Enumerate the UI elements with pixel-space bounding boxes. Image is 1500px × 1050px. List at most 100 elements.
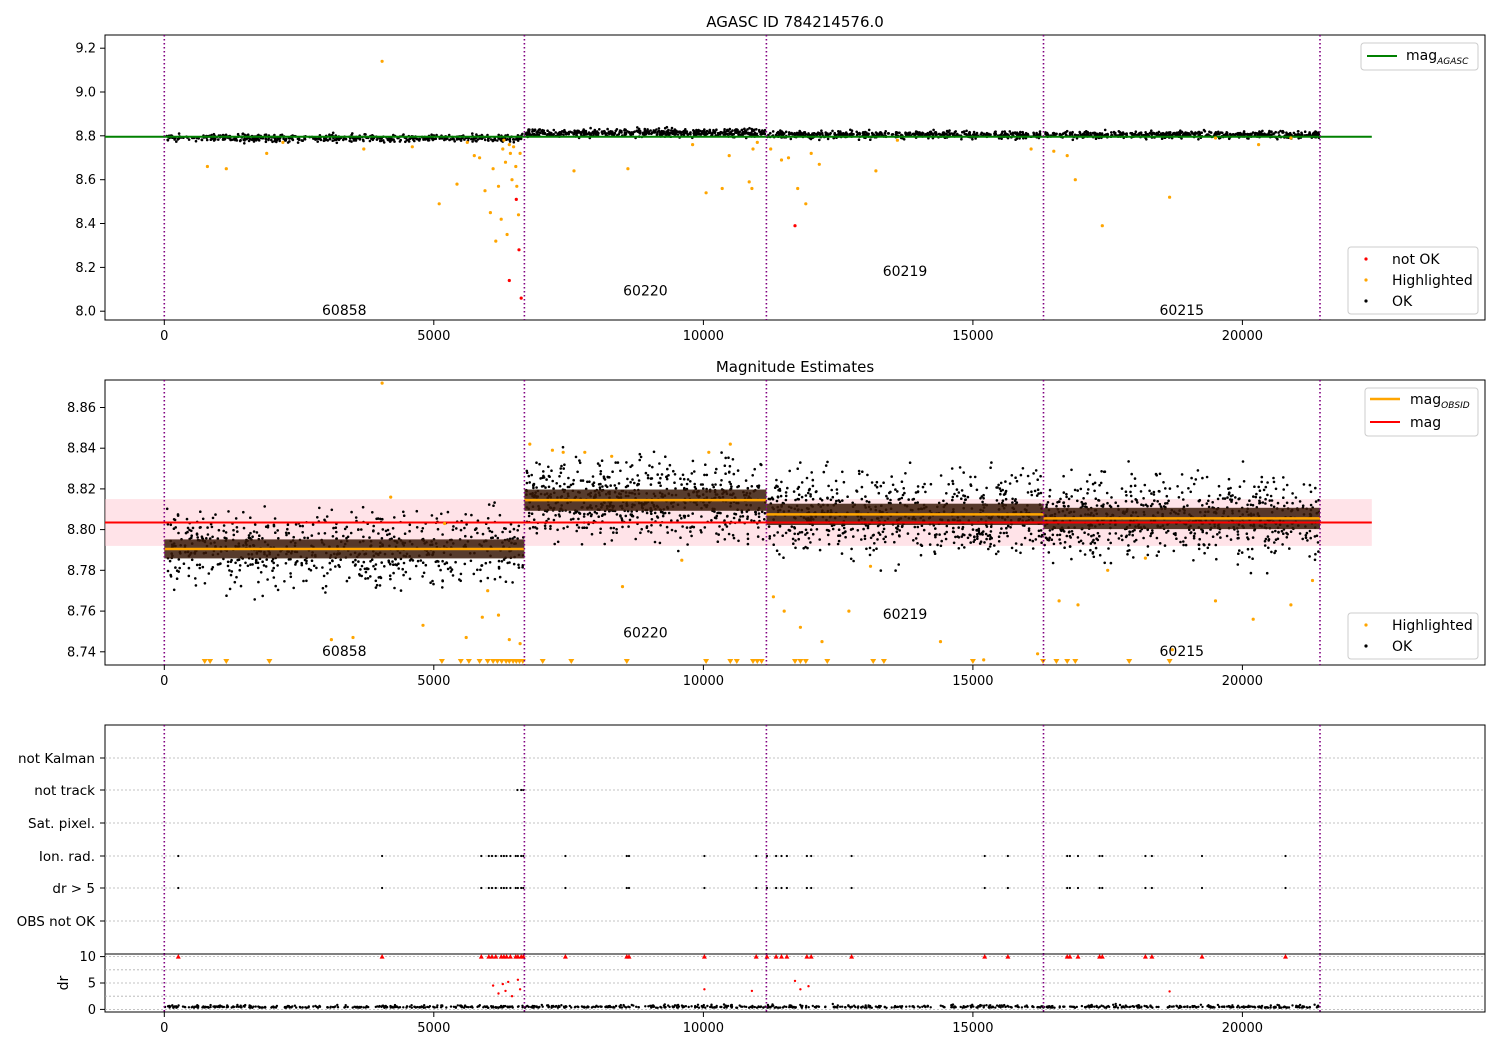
- ok-point: [1009, 526, 1012, 529]
- ok-point: [999, 489, 1003, 493]
- ok-point: [277, 537, 280, 540]
- ok-point: [577, 526, 581, 529]
- ok-point: [841, 470, 844, 474]
- ok-point: [381, 517, 384, 521]
- ok-point: [357, 560, 360, 563]
- ok-point: [872, 133, 875, 136]
- ok-point: [243, 142, 246, 145]
- ok-point: [249, 531, 252, 535]
- ok-point: [1302, 483, 1306, 486]
- ok-point: [301, 524, 305, 528]
- ok-point: [994, 130, 997, 133]
- ok-point: [1013, 499, 1017, 503]
- ok-point: [960, 535, 964, 538]
- ok-point: [994, 132, 997, 136]
- ok-point: [1026, 132, 1030, 136]
- ok-point: [517, 566, 521, 569]
- ok-point: [560, 133, 563, 136]
- ok-point: [272, 566, 276, 570]
- ok-point: [236, 132, 240, 136]
- ok-point: [1314, 552, 1317, 556]
- ok-point: [1235, 132, 1239, 135]
- ok-point: [686, 133, 690, 136]
- ok-point: [331, 535, 335, 538]
- ok-point: [1103, 470, 1107, 474]
- ok-point: [1254, 131, 1258, 135]
- ok-point: [757, 515, 761, 519]
- ok-point: [210, 525, 214, 529]
- ok-point: [756, 484, 759, 488]
- ok-point: [865, 500, 869, 503]
- ok-point: [967, 132, 971, 135]
- ok-point: [1009, 132, 1013, 135]
- ok-point: [740, 128, 744, 132]
- ok-point: [1309, 490, 1313, 494]
- ok-point: [799, 461, 802, 464]
- ok-point: [995, 486, 998, 489]
- ok-point: [1092, 533, 1095, 537]
- ok-point: [901, 524, 904, 528]
- ok-point: [774, 133, 778, 137]
- ok-point: [1198, 537, 1201, 541]
- ok-point: [683, 486, 686, 490]
- ok-point: [855, 489, 858, 493]
- ok-point: [335, 141, 339, 145]
- ok-point: [985, 525, 989, 528]
- ok-point: [261, 537, 264, 540]
- ok-point: [497, 565, 501, 569]
- ok-point: [969, 541, 972, 544]
- ok-point: [1036, 478, 1039, 482]
- ok-point: [443, 562, 447, 566]
- highlighted-point: [465, 140, 469, 144]
- ok-point: [569, 483, 573, 487]
- ok-point: [575, 529, 578, 533]
- ok-point: [913, 525, 917, 529]
- ok-point: [809, 493, 812, 496]
- ok-point: [235, 526, 239, 529]
- ok-point: [1089, 548, 1092, 552]
- ok-point: [1079, 487, 1083, 491]
- ok-point: [680, 483, 683, 486]
- ok-point: [606, 127, 609, 131]
- ok-point: [1106, 501, 1109, 505]
- ok-point: [945, 524, 949, 528]
- ok-point: [1258, 130, 1261, 133]
- ok-point: [1059, 497, 1062, 501]
- ok-point: [881, 530, 885, 534]
- ok-point: [702, 130, 706, 133]
- ok-point: [945, 530, 948, 534]
- ok-point: [659, 510, 663, 514]
- ok-point: [911, 498, 914, 501]
- ok-point: [497, 559, 501, 563]
- ok-point: [980, 495, 984, 498]
- ok-point: [894, 488, 897, 491]
- ok-point: [226, 564, 230, 568]
- ok-point: [185, 517, 189, 521]
- ok-point: [177, 137, 181, 140]
- ok-point: [952, 541, 956, 545]
- ok-point: [685, 482, 689, 486]
- ok-point: [824, 131, 827, 134]
- ok-point: [550, 469, 553, 473]
- ok-point: [1309, 536, 1312, 540]
- ok-point: [726, 132, 729, 136]
- ok-point: [1050, 538, 1054, 541]
- ok-point: [882, 527, 886, 531]
- ok-point: [379, 137, 383, 140]
- ok-point: [804, 528, 808, 532]
- ok-point: [528, 527, 532, 530]
- ok-point: [289, 572, 292, 575]
- ok-point: [1308, 529, 1312, 533]
- ok-point: [1107, 538, 1110, 542]
- ok-point: [997, 550, 1000, 553]
- ok-point: [1110, 131, 1113, 134]
- ok-point: [579, 479, 583, 482]
- ok-point: [858, 472, 861, 476]
- ok-point: [380, 537, 384, 540]
- ok-point: [637, 127, 641, 131]
- ok-point: [846, 495, 849, 499]
- ok-point: [1011, 501, 1014, 504]
- ok-point: [818, 538, 821, 541]
- ok-point: [971, 528, 975, 531]
- ok-point: [1149, 504, 1153, 508]
